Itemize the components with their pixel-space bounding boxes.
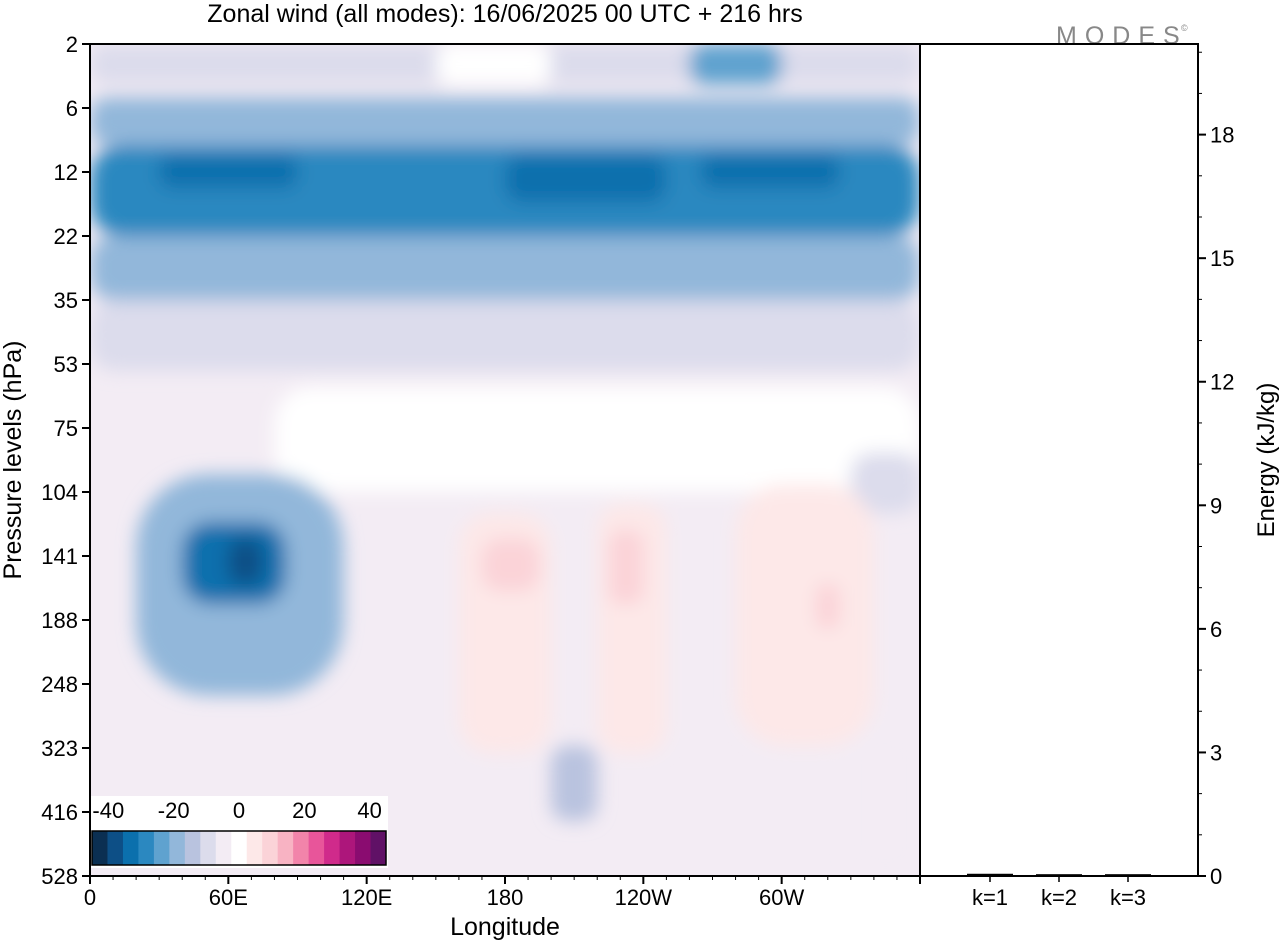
pressure-tick-label: 53 — [54, 352, 78, 377]
energy-tick-label: 3 — [1210, 740, 1222, 765]
colorbar-swatch — [215, 831, 232, 865]
wind-field-region — [90, 300, 920, 371]
colorbar-label: 0 — [233, 798, 245, 823]
modes-logo-mark: © — [1181, 23, 1188, 33]
energy-tick-label: 18 — [1210, 123, 1234, 148]
longitude-tick-label: 180 — [487, 885, 524, 910]
wind-field-region — [700, 155, 840, 189]
pressure-tick-label: 6 — [66, 96, 78, 121]
y-axis-label: Pressure levels (hPa) — [0, 341, 27, 580]
x-axis-label: Longitude — [450, 913, 560, 941]
colorbar-swatch — [246, 831, 263, 865]
wind-field-region — [435, 44, 552, 85]
colorbar-swatch — [339, 831, 356, 865]
colorbar-swatch — [308, 831, 325, 865]
wind-field-region — [90, 97, 920, 146]
colorbar-swatch — [293, 831, 310, 865]
longitude-axis: 0 60E 120E 180 120W 60W — [84, 876, 921, 910]
pressure-tick-label: 75 — [54, 416, 78, 441]
wind-field-region — [850, 730, 920, 876]
pressure-tick-label: 2 — [66, 32, 78, 57]
pressure-tick-label: 323 — [41, 736, 78, 761]
colorbar: -40 -20 0 20 40 — [90, 796, 388, 868]
energy-axis-label: Energy (kJ/kg) — [1253, 383, 1280, 538]
wind-field-region — [481, 538, 540, 591]
wind-field-region — [816, 584, 840, 629]
colorbar-swatch — [138, 831, 155, 865]
energy-category-label: k=2 — [1041, 885, 1077, 910]
energy-category-label: k=3 — [1110, 885, 1146, 910]
pressure-tick-label: 416 — [41, 800, 78, 825]
energy-tick-label: 0 — [1210, 864, 1222, 889]
longitude-tick-label: 0 — [84, 885, 96, 910]
longitude-tick-label: 60E — [209, 885, 248, 910]
energy-bars: k=1 k=2 k=3 — [967, 873, 1151, 910]
pressure-tick-label: 188 — [41, 608, 78, 633]
wind-field-region — [505, 155, 667, 203]
wind-field-region — [689, 44, 782, 85]
energy-tick-label: 6 — [1210, 617, 1222, 642]
wind-field-region — [159, 155, 298, 189]
colorbar-label: -20 — [158, 798, 190, 823]
energy-bar-panel: k=1 k=2 k=3 0 3 6 9 12 15 18 Energy (kJ/kg) — [919, 43, 1280, 910]
wind-field-region — [228, 538, 263, 585]
wind-field-region — [850, 452, 920, 514]
wind-field-region — [274, 386, 920, 492]
colorbar-swatch — [200, 831, 217, 865]
energy-tick-label: 12 — [1210, 370, 1234, 395]
energy-category-label: k=1 — [972, 885, 1008, 910]
pressure-tick-label: 12 — [54, 160, 78, 185]
longitude-tick-label: 120W — [615, 885, 673, 910]
colorbar-swatch — [107, 831, 124, 865]
colorbar-swatch — [324, 831, 341, 865]
energy-bar — [1105, 874, 1151, 877]
wind-field-region — [608, 530, 644, 605]
pressure-tick-label: 22 — [54, 224, 78, 249]
colorbar-swatch — [277, 831, 294, 865]
wind-field — [90, 44, 920, 876]
pressure-tick-label: 141 — [41, 544, 78, 569]
colorbar-swatch — [122, 831, 139, 865]
energy-axis: 0 3 6 9 12 15 18 — [1198, 51, 1234, 889]
colorbar-label: 40 — [357, 798, 381, 823]
colorbar-swatch — [92, 831, 108, 865]
pressure-tick-label: 104 — [41, 480, 78, 505]
energy-tick-label: 9 — [1210, 493, 1222, 518]
wind-field-region — [90, 236, 920, 300]
colorbar-label: -40 — [92, 798, 124, 823]
energy-bar — [1036, 874, 1082, 877]
energy-frame — [919, 43, 1199, 877]
colorbar-swatch — [355, 831, 372, 865]
pressure-axis: 2 6 12 22 35 53 75 104 141 188 248 323 416 528 — [41, 32, 90, 889]
colorbar-label: 20 — [292, 798, 316, 823]
colorbar-swatch — [184, 831, 201, 865]
energy-bar — [967, 873, 1013, 876]
colorbar-frame — [91, 830, 387, 866]
wind-field-region — [551, 745, 598, 821]
colorbar-swatch — [169, 831, 186, 865]
colorbar-swatch — [153, 831, 170, 865]
wind-heatmap-panel: -40 -20 0 20 40 2612223553751041411882483234… — [0, 32, 921, 941]
colorbar-swatch — [262, 831, 279, 865]
longitude-tick-label: 120E — [341, 885, 392, 910]
chart-title: Zonal wind (all modes): 16/06/2025 00 UT… — [207, 0, 802, 28]
longitude-tick-label: 60W — [759, 885, 804, 910]
pressure-tick-label: 248 — [41, 672, 78, 697]
wind-field-region — [735, 484, 874, 746]
pressure-tick-label: 35 — [54, 288, 78, 313]
pressure-tick-label: 528 — [41, 864, 78, 889]
energy-tick-label: 15 — [1210, 246, 1234, 271]
colorbar-swatch — [231, 831, 248, 865]
colorbar-swatch — [370, 831, 387, 865]
